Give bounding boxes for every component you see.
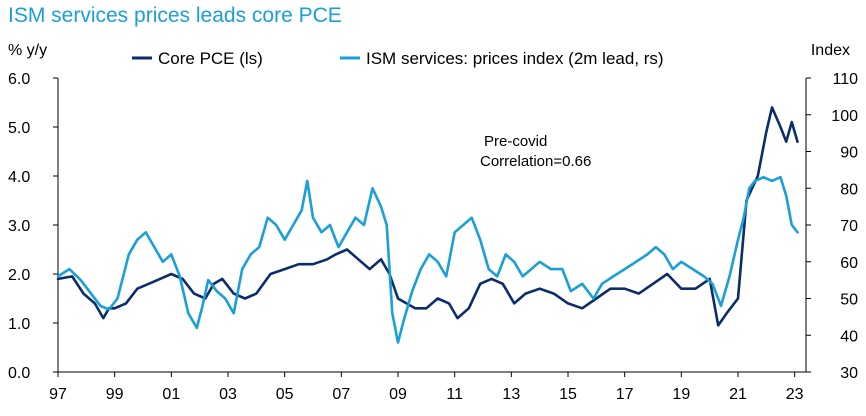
chart-title: ISM services prices leads core PCE: [8, 4, 342, 27]
series-line-core-pce: [56, 106, 799, 327]
left-axis-title: % y/y: [8, 42, 47, 59]
left-tick-label: 3.0: [8, 218, 30, 235]
right-tick-label: 100: [831, 108, 858, 125]
right-tick-label: 60: [840, 255, 858, 272]
x-tick-label: 23: [786, 386, 804, 403]
legend-label-core-pce: Core PCE (ls): [158, 49, 263, 68]
series-group: [56, 106, 799, 344]
x-tick-label: 01: [162, 386, 180, 403]
right-y-ticks: 30 40 50 60 70 80 90 100 110: [806, 71, 858, 382]
x-tick-label: 21: [729, 386, 747, 403]
x-tick-label: 15: [559, 386, 577, 403]
x-tick-label: 03: [219, 386, 237, 403]
left-tick-label: 0.0: [8, 365, 30, 382]
right-axis-title: Index: [811, 42, 850, 59]
x-tick-label: 05: [276, 386, 294, 403]
left-tick-label: 1.0: [8, 316, 30, 333]
x-tick-label: 19: [672, 386, 690, 403]
right-tick-label: 70: [840, 218, 858, 235]
x-tick-label: 97: [49, 386, 67, 403]
legend: Core PCE (ls) ISM services: prices index…: [132, 49, 664, 68]
legend-label-ism-services: ISM services: prices index (2m lead, rs): [366, 49, 664, 68]
x-tick-label: 13: [502, 386, 520, 403]
right-tick-label: 40: [840, 328, 858, 345]
x-tick-label: 07: [332, 386, 350, 403]
x-tick-label: 17: [616, 386, 634, 403]
annotation-correlation: Correlation=0.66: [480, 153, 591, 170]
right-tick-label: 30: [840, 365, 858, 382]
x-tick-label: 99: [106, 386, 124, 403]
right-tick-label: 50: [840, 292, 858, 309]
x-tick-label: 09: [389, 386, 407, 403]
right-tick-label: 80: [840, 181, 858, 198]
left-y-ticks: 0.0 1.0 2.0 3.0 4.0 5.0 6.0: [8, 71, 58, 382]
right-tick-label: 110: [832, 71, 858, 88]
right-tick-label: 90: [840, 145, 858, 162]
x-tick-label: 11: [446, 386, 463, 403]
left-tick-label: 4.0: [8, 169, 30, 186]
annotation-precovid: Pre-covid: [484, 133, 547, 150]
left-tick-label: 2.0: [8, 267, 30, 284]
left-tick-label: 5.0: [8, 120, 30, 137]
x-ticks: 97 99 01 03 05 07 09 11 13 15 17 19 21 23: [49, 372, 804, 403]
left-tick-label: 6.0: [8, 71, 30, 88]
series-line-ism-services: [56, 175, 799, 344]
